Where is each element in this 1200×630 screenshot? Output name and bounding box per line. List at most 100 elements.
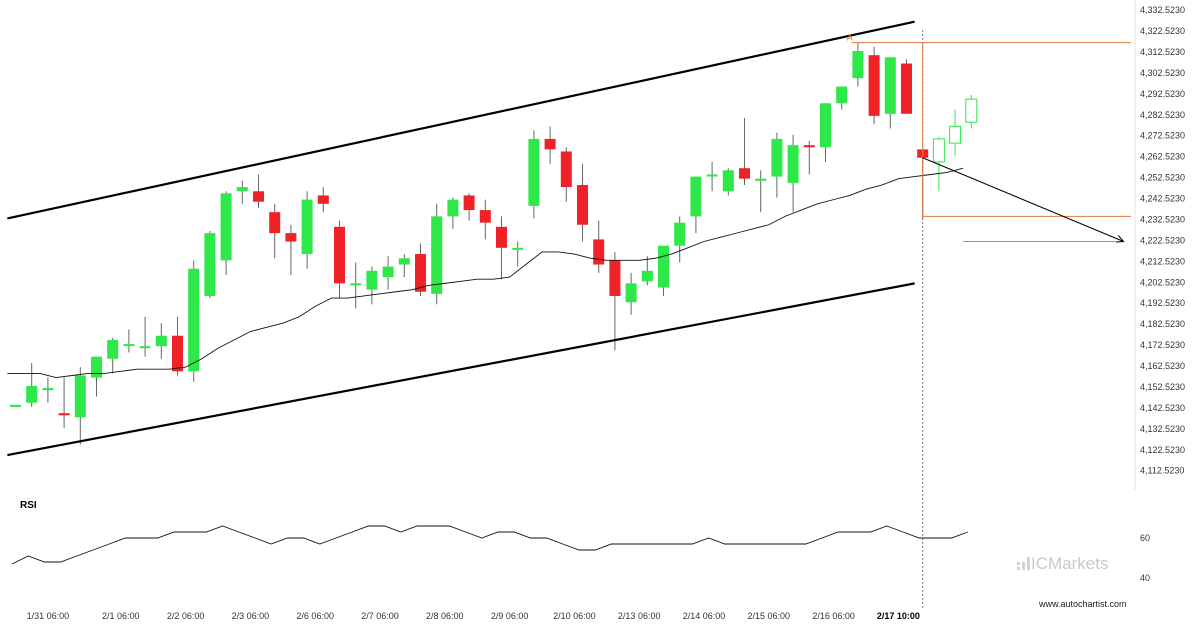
candle [447,199,459,217]
candle [74,375,86,418]
candle [884,57,896,114]
candle [512,247,524,250]
time-tick-label: 2/3 06:00 [232,611,270,621]
candle [593,239,605,265]
candle [350,283,362,286]
time-tick-label: 2/16 06:00 [812,611,855,621]
candle [107,339,119,359]
price-tick-label: 4,282.5230 [1140,110,1185,120]
candle [334,226,345,284]
time-tick-label: 2/10 06:00 [553,611,596,621]
price-tick-label: 4,272.5230 [1140,131,1185,141]
candle [690,176,702,217]
price-tick-label: 4,182.5230 [1140,319,1185,329]
projection-candle [932,138,945,163]
candle [139,346,151,349]
candle [188,268,200,372]
price-tick-label: 4,312.5230 [1140,47,1185,57]
candle [706,174,718,177]
overlays-layer: A [7,20,1131,610]
candle [496,226,507,248]
candle [172,335,183,372]
price-tick-label: 4,302.5230 [1140,68,1185,78]
price-tick-label: 4,122.5230 [1140,445,1185,455]
price-tick-label: 4,242.5230 [1140,194,1185,204]
price-tick-label: 4,222.5230 [1140,235,1185,245]
price-tick-label: 4,292.5230 [1140,89,1185,99]
price-tick-label: 4,112.5230 [1140,466,1184,476]
candle [803,145,815,148]
price-tick-label: 4,252.5230 [1140,173,1185,183]
site-url: www.autochartist.com [1038,599,1127,609]
channel-upper-line [7,20,915,220]
time-tick-label: 2/7 06:00 [361,611,399,621]
candle [10,404,21,407]
candle [398,258,410,265]
candle [739,168,750,179]
pattern-point-label: A [847,33,853,43]
price-axis: 4,332.5230 4,322.5230 4,312.5230 4,302.5230… [1140,5,1185,476]
candle [609,260,621,296]
price-tick-label: 4,212.5230 [1140,256,1185,266]
candle [301,199,313,255]
candle [91,356,102,378]
candle [577,184,588,225]
current-time-label: 2/17 10:00 [877,611,920,621]
price-tick-label: 4,162.5230 [1140,361,1185,371]
candle [431,216,443,294]
candle [317,195,329,204]
candle [415,254,426,292]
candle [901,63,912,114]
candle [479,210,491,223]
time-tick-label: 1/31 06:00 [27,611,70,621]
moving-average-line [7,167,964,379]
candle [787,145,799,183]
price-tick-label: 4,332.5230 [1140,5,1185,15]
price-tick-label: 4,132.5230 [1140,424,1185,434]
time-tick-label: 2/1 06:00 [102,611,140,621]
time-tick-label: 2/8 06:00 [426,611,464,621]
channel-lower-line [7,282,915,457]
forecast-arrow-line [922,157,1124,242]
candle [123,344,135,347]
candle [382,266,394,278]
price-tick-label: 4,232.5230 [1140,214,1185,224]
candle [625,283,637,303]
time-tick-label: 2/15 06:00 [748,611,791,621]
candle [236,187,248,192]
candles-layer [10,42,978,445]
price-tick-label: 4,192.5230 [1140,298,1185,308]
price-tick-label: 4,202.5230 [1140,277,1185,287]
candle [641,270,653,282]
candle [155,335,167,347]
price-tick-label: 4,152.5230 [1140,382,1185,392]
candle [528,138,540,206]
rsi-panel: RSI 60 40 [11,500,1150,583]
candle [755,178,767,181]
candle [836,86,848,104]
time-tick-label: 2/14 06:00 [683,611,726,621]
time-tick-label: 2/2 06:00 [167,611,205,621]
candle [544,138,556,150]
forecast-arrow-head [1115,235,1125,243]
candle [868,55,880,116]
time-tick-label: 2/6 06:00 [296,611,334,621]
candle [674,222,686,246]
price-tick-label: 4,142.5230 [1140,403,1185,413]
candle [58,413,70,416]
candle [771,138,783,177]
rsi-tick-label: 40 [1140,573,1150,583]
brand-watermark: ICMarkets [1017,554,1108,573]
time-tick-label: 2/9 06:00 [491,611,529,621]
brand-name: ICMarkets [1031,554,1108,573]
brand-dots-icon [1017,557,1030,570]
candle [26,385,38,403]
price-tick-label: 4,262.5230 [1140,152,1185,162]
candle [269,212,281,234]
price-tick-label: 4,172.5230 [1140,340,1185,350]
rsi-line [11,525,968,565]
rsi-tick-label: 60 [1140,533,1150,543]
candle [253,191,264,202]
candle [366,270,378,290]
